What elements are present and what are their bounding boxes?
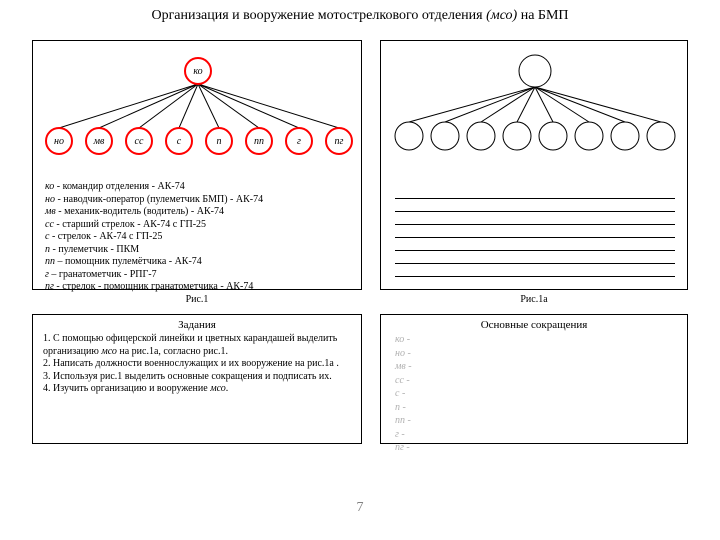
org-node-blank (395, 122, 423, 150)
legend-desc: - старший стрелок - АК-74 с ГП-25 (56, 219, 206, 230)
legend-row: г – гранатометчик - РПГ-7 (45, 269, 355, 282)
blank-line (395, 212, 675, 225)
abbrev-line: с - (395, 387, 677, 401)
org-node-blank (503, 122, 531, 150)
abbrev-line: ко - (395, 333, 677, 347)
title-prefix: Организация и вооружение мотострелкового… (151, 8, 486, 23)
legend-row: п - пулеметчик - ПКМ (45, 244, 355, 257)
org-node-label: мв (93, 136, 105, 147)
page-number: 7 (0, 500, 720, 516)
blank-line (395, 186, 675, 199)
abbrev-line: пп - (395, 414, 677, 428)
task-panel: Задания 1. С помощью офицерской линейки … (32, 314, 362, 444)
abbrev-line: г - (395, 428, 677, 442)
diagram-panel-blank (380, 40, 688, 290)
legend-abbr: пг (45, 281, 56, 292)
legend-row: пг - стрелок - помощник гранатометчика -… (45, 281, 355, 294)
blank-line (395, 277, 675, 290)
page-title: Организация и вооружение мотострелкового… (0, 8, 720, 24)
task-body: 1. С помощью офицерской линейки и цветны… (33, 331, 361, 402)
caption-right: Рис.1а (380, 294, 688, 305)
org-node-label: п (217, 136, 222, 147)
org-node-label: ко (193, 66, 202, 77)
abbrev-list: ко -но -мв -сс -с -п -пп -г -пг - (381, 331, 687, 461)
org-node-label: сс (135, 136, 144, 147)
abbrev-line: п - (395, 401, 677, 415)
org-node-blank (575, 122, 603, 150)
org-node-label: пг (335, 136, 344, 147)
org-node-blank (519, 55, 551, 87)
abbrev-line: пг - (395, 441, 677, 455)
diagram-panel-filled: кономвссспппгпг ко - командир отделения … (32, 40, 362, 290)
org-node-label: г (297, 136, 301, 147)
abbrev-line: но - (395, 347, 677, 361)
task-title: Задания (33, 319, 361, 331)
legend-abbr: с (45, 231, 52, 242)
legend-row: мв - механик-водитель (водитель) - АК-74 (45, 206, 355, 219)
task-line: 3. Используя рис.1 выделить основные сок… (43, 371, 351, 384)
abbrev-panel: Основные сокращения ко -но -мв -сс -с -п… (380, 314, 688, 444)
legend-desc: - наводчик-оператор (пулеметчик БМП) - А… (57, 194, 263, 205)
blank-lines (395, 186, 675, 290)
org-node-blank (431, 122, 459, 150)
blank-line (395, 199, 675, 212)
legend-row: но - наводчик-оператор (пулеметчик БМП) … (45, 194, 355, 207)
abbrev-line: сс - (395, 374, 677, 388)
legend-abbr: п (45, 244, 53, 255)
legend-row: сс - старший стрелок - АК-74 с ГП-25 (45, 219, 355, 232)
legend-abbr: ко (45, 181, 57, 192)
legend-abbr: но (45, 194, 57, 205)
legend-abbr: пп (45, 256, 58, 267)
task-line: 1. С помощью офицерской линейки и цветны… (43, 333, 351, 358)
legend-abbr: сс (45, 219, 56, 230)
caption-left: Рис.1 (32, 294, 362, 305)
org-node-blank (467, 122, 495, 150)
legend-desc: - пулеметчик - ПКМ (53, 244, 140, 255)
legend-row: пп – помощник пулемётчика - АК-74 (45, 256, 355, 269)
org-node-label: пп (254, 136, 264, 147)
legend-desc: – гранатометчик - РПГ-7 (51, 269, 156, 280)
org-node-label: но (54, 136, 64, 147)
org-chart-blank (381, 41, 689, 161)
legend-desc: - стрелок - АК-74 с ГП-25 (52, 231, 162, 242)
org-node-blank (611, 122, 639, 150)
legend-desc: – помощник пулемётчика - АК-74 (58, 256, 202, 267)
legend-list: ко - командир отделения - АК-74но - наво… (45, 181, 355, 294)
abbrev-title: Основные сокращения (381, 319, 687, 331)
legend-desc: - стрелок - помощник гранатометчика - АК… (56, 281, 253, 292)
legend-row: ко - командир отделения - АК-74 (45, 181, 355, 194)
legend-desc: - командир отделения - АК-74 (57, 181, 185, 192)
title-suffix: на БМП (517, 8, 568, 23)
org-node-blank (539, 122, 567, 150)
legend-abbr: мв (45, 206, 58, 217)
task-line: 2. Написать должности военнослужащих и и… (43, 358, 351, 371)
org-node-label: с (177, 136, 182, 147)
task-line: 4. Изучить организацию и вооружение мсо. (43, 383, 351, 396)
abbrev-line: мв - (395, 360, 677, 374)
blank-line (395, 238, 675, 251)
org-chart-filled: кономвссспппгпг (33, 41, 363, 176)
legend-desc: - механик-водитель (водитель) - АК-74 (58, 206, 224, 217)
blank-line (395, 264, 675, 277)
blank-line (395, 251, 675, 264)
org-node-blank (647, 122, 675, 150)
blank-line (395, 225, 675, 238)
title-italic: (мсо) (486, 8, 517, 23)
legend-row: с - стрелок - АК-74 с ГП-25 (45, 231, 355, 244)
